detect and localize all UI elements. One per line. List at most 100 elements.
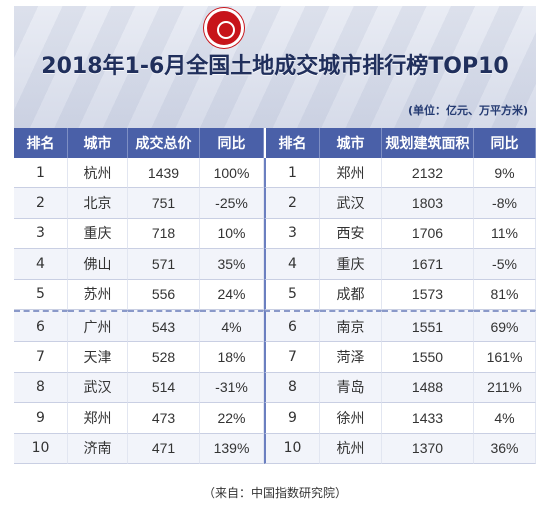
- header-yoy-right: 同比: [474, 128, 536, 158]
- cell-rank-right: 5: [264, 279, 320, 310]
- cell-planned-area: 2132: [382, 158, 474, 189]
- cell-planned-area: 1671: [382, 249, 474, 280]
- cell-yoy-right: 81%: [474, 279, 536, 310]
- cell-yoy-left: -31%: [200, 372, 264, 404]
- cell-rank-left: 4: [14, 249, 68, 280]
- cell-planned-area: 1573: [382, 279, 474, 310]
- cell-yoy-left: 4%: [200, 309, 264, 343]
- table-body: 1 杭州 1439 100% 1 郑州 2132 9% 2 北京 751 -25% 2 武汉 1803 -8%…: [14, 158, 536, 464]
- cell-yoy-left: 18%: [200, 342, 264, 373]
- cell-planned-area: 1550: [382, 342, 474, 373]
- cell-city-right: 徐州: [320, 403, 382, 434]
- cell-rank-left: 1: [14, 158, 68, 189]
- cell-total-price: 718: [128, 218, 200, 250]
- cell-yoy-right: 211%: [474, 372, 536, 404]
- cell-total-price: 1439: [128, 158, 200, 189]
- cell-planned-area: 1706: [382, 218, 474, 250]
- cell-city-right: 西安: [320, 218, 382, 250]
- table-row: 2 北京 751 -25% 2 武汉 1803 -8%: [14, 188, 536, 219]
- cell-city-right: 青岛: [320, 372, 382, 404]
- cell-total-price: 556: [128, 279, 200, 310]
- cell-total-price: 528: [128, 342, 200, 373]
- cell-yoy-right: 36%: [474, 433, 536, 464]
- cell-yoy-left: 24%: [200, 279, 264, 310]
- table-row: 3 重庆 718 10% 3 西安 1706 11%: [14, 218, 536, 250]
- table-row: 6 广州 543 4% 6 南京 1551 69%: [14, 309, 536, 343]
- ranking-card: 2018年1-6月全国土地成交城市排行榜TOP10 (单位：亿元、万平方米) 排…: [14, 6, 536, 482]
- cell-rank-left: 5: [14, 279, 68, 310]
- header-rank-left: 排名: [14, 128, 68, 158]
- cell-city-left: 重庆: [68, 218, 128, 250]
- header-rank-right: 排名: [264, 128, 320, 158]
- cell-rank-left: 10: [14, 433, 68, 464]
- cell-yoy-right: -5%: [474, 249, 536, 280]
- cell-yoy-right: 4%: [474, 403, 536, 434]
- cell-planned-area: 1488: [382, 372, 474, 404]
- cell-rank-right: 3: [264, 218, 320, 250]
- table-row: 4 佛山 571 35% 4 重庆 1671 -5%: [14, 249, 536, 280]
- cell-rank-right: 8: [264, 372, 320, 404]
- cell-yoy-left: 100%: [200, 158, 264, 189]
- cell-city-left: 广州: [68, 309, 128, 343]
- cell-yoy-left: 22%: [200, 403, 264, 434]
- cell-yoy-left: 139%: [200, 433, 264, 464]
- cell-total-price: 473: [128, 403, 200, 434]
- cell-rank-right: 9: [264, 403, 320, 434]
- cell-city-left: 武汉: [68, 372, 128, 404]
- cell-city-left: 杭州: [68, 158, 128, 189]
- table-row: 1 杭州 1439 100% 1 郑州 2132 9%: [14, 158, 536, 189]
- cell-city-left: 苏州: [68, 279, 128, 310]
- cell-rank-right: 2: [264, 188, 320, 219]
- table-row: 9 郑州 473 22% 9 徐州 1433 4%: [14, 403, 536, 434]
- cell-city-right: 武汉: [320, 188, 382, 219]
- header-planned-area: 规划建筑面积: [382, 128, 474, 158]
- cell-city-right: 菏泽: [320, 342, 382, 373]
- cell-planned-area: 1370: [382, 433, 474, 464]
- table-row: 10 济南 471 139% 10 杭州 1370 36%: [14, 433, 536, 464]
- cell-rank-right: 10: [264, 433, 320, 464]
- cell-total-price: 514: [128, 372, 200, 404]
- cell-rank-left: 7: [14, 342, 68, 373]
- cell-planned-area: 1433: [382, 403, 474, 434]
- header-yoy-left: 同比: [200, 128, 264, 158]
- header-city-left: 城市: [68, 128, 128, 158]
- ranking-table: 排名 城市 成交总价 同比 排名 城市 规划建筑面积 同比 1 杭州 1439 100…: [14, 128, 536, 464]
- cell-total-price: 571: [128, 249, 200, 280]
- table-row: 5 苏州 556 24% 5 成都 1573 81%: [14, 279, 536, 310]
- cell-total-price: 751: [128, 188, 200, 219]
- table-row: 7 天津 528 18% 7 菏泽 1550 161%: [14, 342, 536, 373]
- cell-yoy-left: 10%: [200, 218, 264, 250]
- cell-rank-right: 7: [264, 342, 320, 373]
- cell-planned-area: 1803: [382, 188, 474, 219]
- cell-yoy-right: 11%: [474, 218, 536, 250]
- cell-city-right: 郑州: [320, 158, 382, 189]
- cell-rank-left: 3: [14, 218, 68, 250]
- cell-total-price: 471: [128, 433, 200, 464]
- cell-total-price: 543: [128, 309, 200, 343]
- ranking-table-container: 排名 城市 成交总价 同比 排名 城市 规划建筑面积 同比 1 杭州 1439 100…: [14, 128, 536, 464]
- cell-yoy-right: 9%: [474, 158, 536, 189]
- cell-city-left: 济南: [68, 433, 128, 464]
- table-header-row: 排名 城市 成交总价 同比 排名 城市 规划建筑面积 同比: [14, 128, 536, 158]
- header-total-price: 成交总价: [128, 128, 200, 158]
- cell-city-right: 杭州: [320, 433, 382, 464]
- cell-rank-left: 8: [14, 372, 68, 404]
- cell-city-left: 天津: [68, 342, 128, 373]
- cell-city-left: 北京: [68, 188, 128, 219]
- cell-yoy-left: -25%: [200, 188, 264, 219]
- cell-city-right: 重庆: [320, 249, 382, 280]
- cell-yoy-right: 161%: [474, 342, 536, 373]
- unit-note: (单位：亿元、万平方米): [407, 104, 528, 117]
- cell-rank-right: 6: [264, 309, 320, 343]
- institute-logo-icon: [204, 8, 244, 48]
- source-caption: （来自：中国指数研究院）: [202, 486, 347, 500]
- cell-yoy-right: -8%: [474, 188, 536, 219]
- cell-yoy-right: 69%: [474, 309, 536, 343]
- cell-city-left: 郑州: [68, 403, 128, 434]
- cell-rank-left: 2: [14, 188, 68, 219]
- table-row: 8 武汉 514 -31% 8 青岛 1488 211%: [14, 372, 536, 404]
- cell-rank-right: 4: [264, 249, 320, 280]
- page-title: 2018年1-6月全国土地成交城市排行榜TOP10: [41, 54, 509, 79]
- title-banner: 2018年1-6月全国土地成交城市排行榜TOP10 (单位：亿元、万平方米): [14, 6, 536, 128]
- cell-city-left: 佛山: [68, 249, 128, 280]
